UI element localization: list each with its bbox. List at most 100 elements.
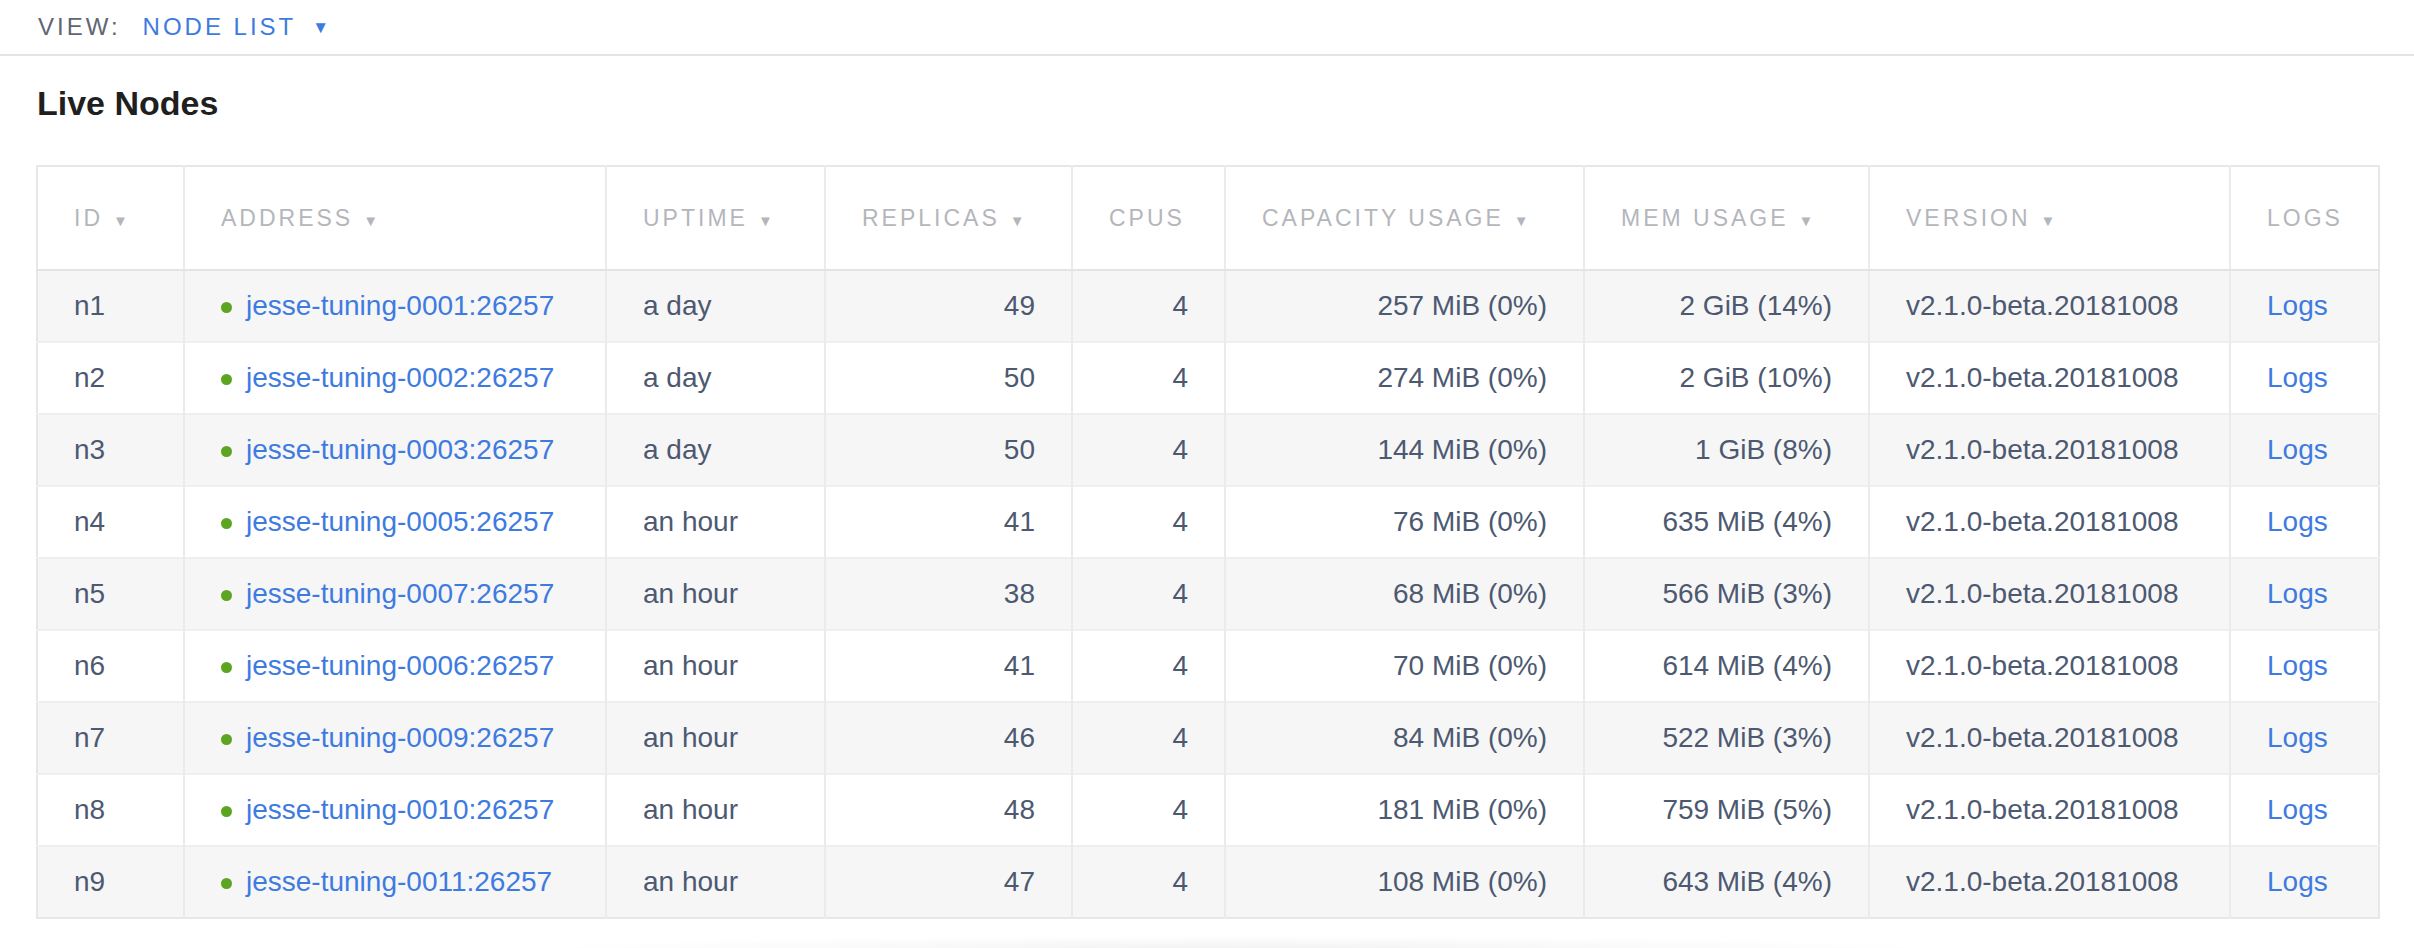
mem-cell: 635 MiB (4%) [1584,486,1869,558]
version-cell: v2.1.0-beta.20181008 [1869,414,2230,486]
mem-cell: 643 MiB (4%) [1584,846,1869,918]
column-header-uptime[interactable]: UPTIME▼ [606,166,825,270]
id-cell: n8 [37,774,184,846]
capacity-cell: 181 MiB (0%) [1225,774,1584,846]
mem-cell: 2 GiB (10%) [1584,342,1869,414]
logs-link[interactable]: Logs [2267,506,2328,537]
logs-link[interactable]: Logs [2267,794,2328,825]
replicas-cell: 50 [825,342,1072,414]
mem-cell: 1 GiB (8%) [1584,414,1869,486]
node-status-dot-icon [221,302,232,313]
node-address-link[interactable]: jesse-tuning-0006:26257 [246,650,554,681]
version-cell: v2.1.0-beta.20181008 [1869,702,2230,774]
logs-link[interactable]: Logs [2267,866,2328,897]
logs-link[interactable]: Logs [2267,722,2328,753]
version-cell: v2.1.0-beta.20181008 [1869,486,2230,558]
node-address-link[interactable]: jesse-tuning-0007:26257 [246,578,554,609]
page-title: Live Nodes [37,84,2414,123]
column-header-version[interactable]: VERSION▼ [1869,166,2230,270]
mem-cell: 522 MiB (3%) [1584,702,1869,774]
version-cell: v2.1.0-beta.20181008 [1869,270,2230,342]
logs-link[interactable]: Logs [2267,290,2328,321]
node-status-dot-icon [221,806,232,817]
capacity-cell: 144 MiB (0%) [1225,414,1584,486]
node-status-dot-icon [221,878,232,889]
id-cell: n3 [37,414,184,486]
node-address-cell: jesse-tuning-0006:26257 [184,630,606,702]
id-cell: n6 [37,630,184,702]
capacity-cell: 76 MiB (0%) [1225,486,1584,558]
uptime-cell: an hour [606,774,825,846]
column-header-label: CPUS [1109,205,1185,231]
logs-cell: Logs [2230,774,2379,846]
capacity-cell: 274 MiB (0%) [1225,342,1584,414]
logs-link[interactable]: Logs [2267,578,2328,609]
node-address-link[interactable]: jesse-tuning-0009:26257 [246,722,554,753]
mem-cell: 2 GiB (14%) [1584,270,1869,342]
view-bar: VIEW: NODE LIST ▼ [0,0,2414,56]
logs-link[interactable]: Logs [2267,434,2328,465]
logs-link[interactable]: Logs [2267,650,2328,681]
node-address-link[interactable]: jesse-tuning-0010:26257 [246,794,554,825]
node-status-dot-icon [221,374,232,385]
capacity-cell: 257 MiB (0%) [1225,270,1584,342]
table-row: n1jesse-tuning-0001:26257a day494257 MiB… [37,270,2379,342]
table-row: n3jesse-tuning-0003:26257a day504144 MiB… [37,414,2379,486]
uptime-cell: a day [606,414,825,486]
logs-link[interactable]: Logs [2267,362,2328,393]
node-status-dot-icon [221,446,232,457]
version-cell: v2.1.0-beta.20181008 [1869,558,2230,630]
column-header-label: UPTIME [643,205,748,231]
table-row: n8 jesse-tuning-0010:26257 an hour484181 M… [37,774,2379,846]
column-header-address[interactable]: ADDRESS▼ [184,166,606,270]
node-address-link[interactable]: jesse-tuning-0001:26257 [246,290,554,321]
table-row: n7jesse-tuning-0009:26257an hour46484 Mi… [37,702,2379,774]
column-header-logs: LOGS [2230,166,2379,270]
version-cell: v2.1.0-beta.20181008 [1869,342,2230,414]
cpus-cell: 4 [1072,414,1225,486]
column-header-capacity[interactable]: CAPACITY USAGE▼ [1225,166,1584,270]
id-cell: n5 [37,558,184,630]
node-address-cell: jesse-tuning-0005:26257 [184,486,606,558]
replicas-cell: 41 [825,486,1072,558]
id-cell: n7 [37,702,184,774]
column-header-replicas[interactable]: REPLICAS▼ [825,166,1072,270]
uptime-cell: an hour [606,846,825,918]
table-body: n1jesse-tuning-0001:26257a day494257 MiB… [37,270,2379,918]
id-cell: n4 [37,486,184,558]
id-cell: n1 [37,270,184,342]
id-cell: n2 [37,342,184,414]
node-address-cell: jesse-tuning-0007:26257 [184,558,606,630]
cpus-cell: 4 [1072,630,1225,702]
node-address-cell: jesse-tuning-0009:26257 [184,702,606,774]
table-row: n4jesse-tuning-0005:26257an hour41476 Mi… [37,486,2379,558]
node-address-cell: jesse-tuning-0010:26257 [184,774,606,846]
uptime-cell: a day [606,270,825,342]
table-row: n5jesse-tuning-0007:26257an hour38468 Mi… [37,558,2379,630]
cpus-cell: 4 [1072,774,1225,846]
node-address-link[interactable]: jesse-tuning-0011:26257 [246,866,552,897]
logs-cell: Logs [2230,270,2379,342]
column-header-label: LOGS [2267,205,2343,231]
column-header-mem[interactable]: MEM USAGE▼ [1584,166,1869,270]
node-address-link[interactable]: jesse-tuning-0005:26257 [246,506,554,537]
view-selector-dropdown[interactable]: NODE LIST ▼ [143,13,330,41]
column-header-label: VERSION [1906,205,2031,231]
node-address-link[interactable]: jesse-tuning-0002:26257 [246,362,554,393]
column-header-label: REPLICAS [862,205,1000,231]
cpus-cell: 4 [1072,342,1225,414]
node-status-dot-icon [221,734,232,745]
table-row: n9jesse-tuning-0011:26257an hour474108 M… [37,846,2379,918]
uptime-cell: an hour [606,630,825,702]
node-address-link[interactable]: jesse-tuning-0003:26257 [246,434,554,465]
table-header-row: ID▼ADDRESS▼UPTIME▼REPLICAS▼CPUSCAPACITY … [37,166,2379,270]
column-header-label: ID [74,205,103,231]
logs-cell: Logs [2230,702,2379,774]
cpus-cell: 4 [1072,846,1225,918]
cpus-cell: 4 [1072,486,1225,558]
version-cell: v2.1.0-beta.20181008 [1869,774,2230,846]
column-header-label: MEM USAGE [1621,205,1789,231]
sort-arrow-icon: ▼ [1514,212,1532,229]
replicas-cell: 48 [825,774,1072,846]
column-header-id[interactable]: ID▼ [37,166,184,270]
